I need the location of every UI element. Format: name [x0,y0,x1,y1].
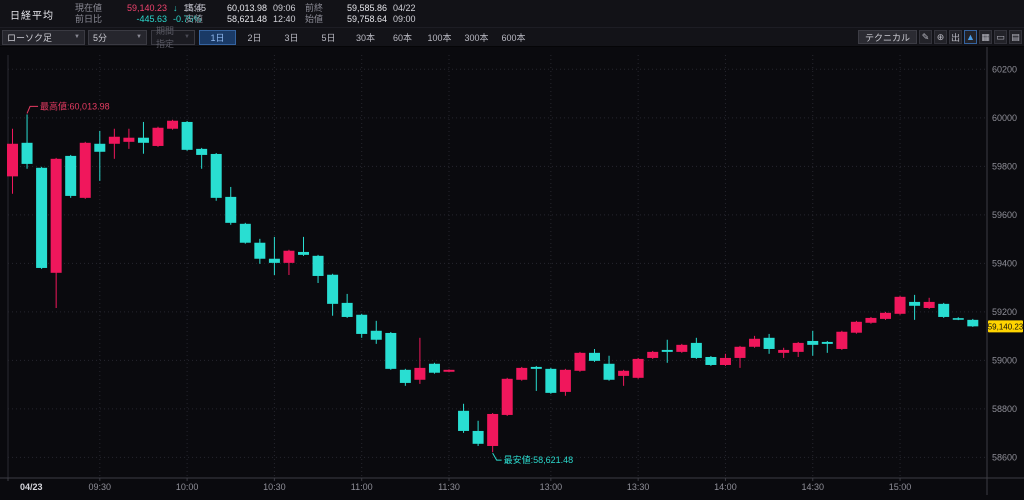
change-percent: -0.75% [173,14,202,24]
svg-text:14:30: 14:30 [801,482,824,492]
open-time: 09:00 [393,14,416,24]
chart-toolbar: ローソク足 ▼ 5分 ▼ 期間指定 ▼ 1日 2日 3日 5日 30本 60本 … [0,26,1024,49]
chevron-down-icon: ▼ [136,34,142,40]
svg-text:59000: 59000 [992,355,1017,365]
current-price-value: 59,140.23 [126,3,167,13]
zoom-magnifier-icon[interactable]: ⊕ [934,30,947,44]
toolbar-right-tools: テクニカル ✎ ⊕ 出 ▲ ▦ ▭ ▤ [857,30,1022,44]
svg-text:最安値:58,621.48: 最安値:58,621.48 [504,454,574,465]
svg-text:09:30: 09:30 [89,482,112,492]
high-time: 09:06 [273,3,296,13]
svg-text:60200: 60200 [992,64,1017,74]
area-chart-icon[interactable]: ▲ [964,30,977,44]
svg-text:14:00: 14:00 [714,482,737,492]
folder-icon[interactable]: ▭ [994,30,1007,44]
current-price-block: 現在値 59,140.23 ↓ 15:45 前日比 -445.63 -0.75% [75,3,206,25]
pencil-draw-icon[interactable]: ✎ [919,30,932,44]
open-label: 始値 [305,14,324,24]
chevron-down-icon: ▼ [74,34,80,40]
chevron-down-icon: ▼ [184,34,190,40]
quote-header: 日経平均 現在値 59,140.23 ↓ 15:45 前日比 -445.63 -… [0,0,1024,28]
high-label: 高値 [185,3,204,13]
svg-text:59800: 59800 [992,161,1017,171]
range-button-30bars[interactable]: 30本 [355,32,375,43]
range-button-600bars[interactable]: 600本 [501,32,526,43]
prev-close-label: 前終 [305,3,324,13]
svg-text:59400: 59400 [992,258,1017,268]
chart-type-dropdown[interactable]: ローソク足 ▼ [2,29,85,45]
export-icon[interactable]: 出 [949,30,962,44]
high-value: 60,013.98 [226,3,267,13]
interval-dropdown[interactable]: 5分 ▼ [88,29,147,45]
prev-close-date: 04/22 [393,3,416,13]
svg-text:15:00: 15:00 [889,482,912,492]
period-value: 期間指定 [156,26,175,49]
down-arrow-icon: ↓ [173,3,178,13]
svg-text:59,140.23: 59,140.23 [988,322,1024,331]
range-button-60bars[interactable]: 60本 [392,32,412,43]
low-time: 12:40 [273,14,296,24]
range-button-group: 1日 2日 3日 5日 30本 60本 100本 300本 600本 [199,29,532,45]
svg-text:10:30: 10:30 [263,482,286,492]
prev-open-block: 前終 59,585.86 04/22 始値 59,758.64 09:00 [305,3,416,25]
svg-text:11:00: 11:00 [351,482,373,492]
svg-text:最高値:60,013.98: 最高値:60,013.98 [40,100,110,111]
save-icon[interactable]: ▦ [979,30,992,44]
range-button-300bars[interactable]: 300本 [464,32,489,43]
current-price-tag [988,320,1023,333]
low-label: 安値 [185,14,204,24]
svg-text:04/23: 04/23 [20,482,43,492]
candlestick-chart-canvas[interactable]: 58600 58800 59000 59200 59400 59600 59800 60000… [0,47,1024,495]
current-price-label: 現在値 [75,3,103,13]
range-button-1day[interactable]: 1日 [199,29,236,45]
svg-text:58800: 58800 [992,404,1017,414]
svg-text:59600: 59600 [992,210,1017,220]
svg-text:59200: 59200 [992,307,1017,317]
printer-icon[interactable]: ▤ [1009,30,1022,44]
low-value: 58,621.48 [226,14,267,24]
symbol-name: 日経平均 [10,11,54,22]
svg-text:58600: 58600 [992,452,1017,462]
svg-text:11:30: 11:30 [438,482,460,492]
chart-type-value: ローソク足 [7,32,53,43]
svg-text:10:00: 10:00 [176,482,199,492]
svg-text:13:00: 13:00 [540,482,563,492]
open-value: 59,758.64 [346,14,387,24]
prev-close-value: 59,585.86 [346,3,387,13]
range-button-2day[interactable]: 2日 [247,32,262,43]
interval-value: 5分 [93,32,108,43]
high-low-block: 高値 60,013.98 09:06 安値 58,621.48 12:40 [185,3,296,25]
range-button-5day[interactable]: 5日 [321,32,336,43]
svg-text:13:30: 13:30 [627,482,650,492]
technical-indicators-button[interactable]: テクニカル [857,30,917,44]
period-dropdown[interactable]: 期間指定 ▼ [151,26,195,49]
change-value: -445.63 [136,14,167,24]
current-price-time: 15:45 [183,3,207,13]
svg-text:60000: 60000 [992,113,1017,123]
change-label: 前日比 [75,14,103,24]
range-button-100bars[interactable]: 100本 [427,32,452,43]
range-button-3day[interactable]: 3日 [284,32,299,43]
